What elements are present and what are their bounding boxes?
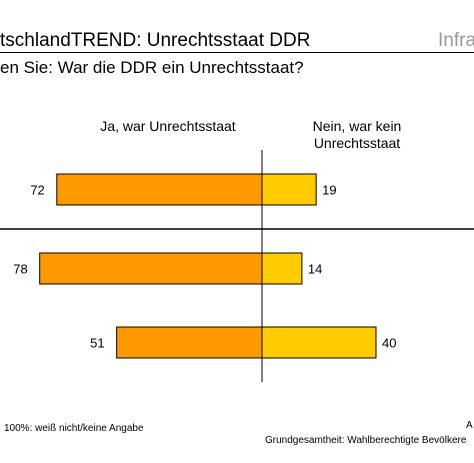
bar-ja-0 bbox=[56, 173, 263, 206]
footer-base: Grundgesamtheit: Wahlberechtigte Bevölke… bbox=[265, 435, 467, 446]
label-ja-2: 51 bbox=[90, 336, 104, 351]
bar-ja-1 bbox=[39, 252, 263, 285]
legend-nein: Nein, war kein Unrechtsstaat bbox=[312, 118, 402, 151]
bar-nein-1 bbox=[261, 252, 303, 285]
bar-nein-2 bbox=[261, 326, 377, 359]
label-nein-1: 14 bbox=[308, 262, 322, 277]
footer-note: 100%: weiß nicht/keine Angabe bbox=[4, 423, 144, 434]
question-text: en Sie: War die DDR ein Unrechtsstaat? bbox=[0, 58, 304, 77]
brand-logo-text: Infra bbox=[438, 30, 474, 51]
bar-ja-2 bbox=[116, 326, 263, 359]
legend-ja: Ja, war Unrechtsstaat bbox=[100, 118, 236, 134]
bar-nein-0 bbox=[261, 173, 317, 206]
label-nein-0: 19 bbox=[322, 183, 336, 198]
chart-title: tschlandTREND: Unrechtsstaat DDR bbox=[0, 30, 311, 51]
title-rule bbox=[0, 52, 474, 53]
footer-right-top: A bbox=[466, 420, 473, 431]
label-ja-1: 78 bbox=[13, 262, 27, 277]
label-nein-2: 40 bbox=[382, 336, 396, 351]
label-ja-0: 72 bbox=[30, 183, 44, 198]
